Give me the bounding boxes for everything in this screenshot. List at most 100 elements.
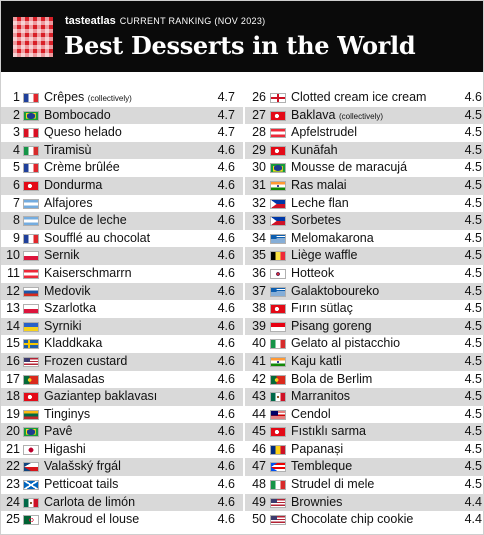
rating-score: 4.5 [464,195,482,210]
turkey-flag-icon [270,145,286,156]
rank-number: 17 [6,371,20,386]
rank-number: 11 [7,265,20,280]
rating-score: 4.5 [464,318,482,333]
turkey-flag-icon [270,304,286,315]
rank-number: 44 [252,406,266,421]
rating-score: 4.6 [217,389,235,404]
ranking-row: 24 Carlota de limón 4.6 [1,493,243,512]
dessert-name-text: Valašský frgál [44,459,121,474]
dessert-name: Brownies [291,494,342,512]
dessert-name-text: Fırın sütlaç [291,301,353,316]
dessert-name: Sorbetes [291,212,341,230]
lithuania-flag-icon [23,409,39,420]
rating-score: 4.6 [217,265,235,280]
ranking-row: 27 Baklava (collectively) 4.5 [245,106,484,125]
rank-number: 6 [13,177,20,192]
rank-number: 48 [252,477,266,492]
dessert-name-text: Papanași [291,441,344,456]
dessert-name: Dulce de leche [44,212,127,230]
dessert-name: Pisang goreng [291,318,372,336]
rank-number: 2 [13,107,20,122]
rank-number: 10 [6,248,20,263]
rating-score: 4.7 [217,107,235,122]
rank-number: 46 [252,441,266,456]
dessert-name-text: Sernik [44,248,80,263]
poland-flag-icon [23,251,39,262]
ranking-row: 16 Frozen custard 4.6 [1,352,243,371]
dessert-name-text: Melomakarona [291,230,374,245]
belgium-flag-icon [270,251,286,262]
dessert-name: Szarlotka [44,300,96,318]
dessert-name: Higashi [44,441,86,459]
dessert-name-text: Pavê [44,424,73,439]
rating-score: 4.7 [217,90,235,104]
dessert-name-text: Mousse de maracujá [291,160,408,175]
dessert-name: Bola de Berlim [291,371,372,389]
rating-score: 4.5 [464,371,482,386]
rank-number: 12 [6,283,20,298]
rank-number: 47 [252,459,266,474]
sweden-flag-icon [23,339,39,350]
dessert-name-text: Pisang goreng [291,318,372,333]
rating-score: 4.6 [217,459,235,474]
dessert-name-text: Kunāfah [291,142,338,157]
ranking-row: 11 Kaiserschmarrn 4.6 [1,265,243,283]
usa-flag-icon [270,515,286,526]
argentina-flag-icon [23,198,39,209]
dessert-name: Clotted cream ice cream [291,89,426,107]
ranking-row: 43 Marranitos 4.5 [245,388,484,406]
dessert-name: Medovik [44,283,91,301]
ranking-row: 41 Kaju katli 4.5 [245,352,484,371]
ranking-row: 44 Cendol 4.5 [245,406,484,424]
usa-flag-icon [270,497,286,508]
indonesia-flag-icon [270,321,286,332]
ranking-list: 1 Crêpes (collectively) 4.7 2 Bombocado 4.7 3 Q… [1,89,484,531]
dessert-name: Kladdkaka [44,335,102,353]
ranking-row: 50 Chocolate chip cookie 4.4 [245,511,484,529]
ranking-kicker: tasteatlas CURRENT RANKING (NOV 2023) [65,15,265,27]
rating-score: 4.6 [217,441,235,456]
rank-number: 3 [13,125,20,140]
mexico-flag-icon [23,497,39,508]
dessert-name: Crème brûlée [44,159,120,177]
rank-number: 7 [13,195,20,210]
checkered-tablecloth-icon [13,17,53,57]
dessert-name: Liège waffle [291,247,358,265]
dessert-name-text: Gelato al pistacchio [291,336,401,351]
dessert-name-text: Queso helado [44,125,122,140]
ukraine-flag-icon [23,321,39,332]
ranking-row: 23 Petticoat tails 4.6 [1,476,243,494]
page-title: Best Desserts in the World [64,31,416,60]
ranking-row: 13 Szarlotka 4.6 [1,300,243,318]
dessert-name-text: Kaju katli [291,353,342,368]
ranking-row: 18 Gaziantep baklavası 4.6 [1,388,243,406]
dessert-name: Melomakarona [291,230,374,248]
dessert-name-text: Petticoat tails [44,477,119,492]
rating-score: 4.6 [217,406,235,421]
italy-flag-icon [23,145,39,156]
dessert-name-text: Frozen custard [44,353,128,368]
ranking-row: 29 Kunāfah 4.5 [245,141,484,160]
dessert-name: Sernik [44,247,79,265]
ranking-column-right: 26 Clotted cream ice cream 4.6 27 Baklava (c… [243,89,484,529]
mexico-flag-icon [270,392,286,403]
ranking-row: 10 Sernik 4.6 [1,247,243,265]
rating-score: 4.5 [464,477,482,492]
philippines-flag-icon [270,216,286,227]
rank-number: 28 [252,125,266,140]
ranking-row: 32 Leche flan 4.5 [245,195,484,213]
ranking-row: 12 Medovik 4.6 [1,282,243,301]
ranking-row: 14 Syrniki 4.6 [1,317,243,336]
dessert-note: (collectively) [87,94,132,103]
rating-score: 4.5 [464,389,482,404]
dessert-note: (collectively) [338,111,383,121]
rating-score: 4.6 [464,90,482,104]
rating-score: 4.6 [217,318,235,333]
ranking-row: 21 Higashi 4.6 [1,441,243,459]
dessert-name-text: Marranitos [291,389,351,404]
ranking-row: 7 Alfajores 4.6 [1,195,243,213]
rank-number: 19 [6,406,20,421]
dessert-name-text: Kaiserschmarrn [44,265,132,280]
rating-score: 4.6 [217,424,235,439]
